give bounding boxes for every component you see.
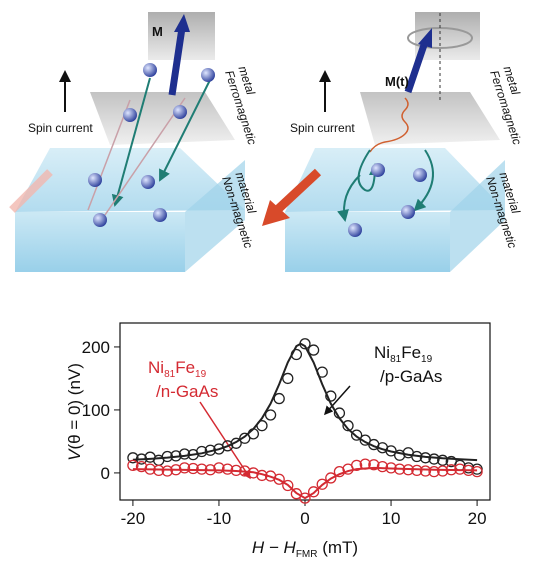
data-point bbox=[127, 459, 139, 472]
data-point bbox=[359, 434, 371, 446]
data-point bbox=[247, 428, 260, 440]
data-point bbox=[213, 462, 225, 474]
data-point bbox=[178, 462, 191, 474]
data-point bbox=[428, 453, 440, 465]
data-point bbox=[127, 452, 139, 464]
annotation: /n-GaAs bbox=[156, 382, 218, 401]
fit-line bbox=[132, 342, 478, 462]
data-point bbox=[221, 463, 234, 475]
data-point bbox=[437, 465, 449, 477]
diagram-right: M(t) Spin current Ferromagneticmetal Non… bbox=[262, 12, 524, 272]
data-point bbox=[437, 454, 449, 466]
x-tick-label: -20 bbox=[121, 509, 146, 528]
data-point bbox=[282, 372, 294, 385]
x-label-part: FMR bbox=[296, 549, 318, 560]
data-point bbox=[178, 448, 191, 460]
data-point bbox=[325, 472, 337, 484]
spin-current-label: Spin current bbox=[28, 121, 93, 135]
data-point bbox=[325, 390, 337, 402]
annotation-arrow bbox=[324, 385, 351, 416]
annotation-arrow bbox=[199, 401, 251, 480]
magnetization-label: M bbox=[152, 24, 163, 39]
data-point bbox=[342, 420, 354, 432]
spin-current-label: Spin current bbox=[290, 121, 355, 135]
annotation: Ni81Fe19 bbox=[374, 343, 433, 365]
annotation-part: Fe bbox=[175, 358, 195, 377]
x-tick-label: 20 bbox=[468, 509, 487, 528]
data-point bbox=[376, 460, 389, 473]
data-point bbox=[230, 437, 242, 449]
data-point bbox=[419, 465, 432, 477]
data-point bbox=[299, 492, 311, 504]
annotation-part: 19 bbox=[421, 354, 433, 365]
y-tick-label: 200 bbox=[82, 338, 110, 357]
fit-line bbox=[132, 466, 478, 500]
data-point bbox=[307, 486, 320, 498]
data-point bbox=[282, 479, 294, 492]
data-point bbox=[471, 466, 483, 478]
x-tick-label: -10 bbox=[207, 509, 232, 528]
annotation-part: 81 bbox=[164, 369, 176, 380]
x-label-part: H − H bbox=[252, 538, 297, 557]
data-point bbox=[316, 478, 328, 490]
x-label-part: (mT) bbox=[318, 538, 359, 557]
annotation-part: 19 bbox=[195, 369, 207, 380]
magnetization-label: M(t) bbox=[385, 74, 409, 89]
data-point bbox=[350, 459, 363, 472]
data-point bbox=[428, 466, 440, 478]
data-point bbox=[307, 344, 320, 356]
data-point bbox=[273, 473, 285, 485]
y-label-part: (θ = 0) (nV) bbox=[65, 363, 84, 449]
data-point bbox=[350, 429, 363, 441]
plot-frame bbox=[119, 322, 491, 501]
annotation-part: Fe bbox=[401, 343, 421, 362]
y-tick-label: 100 bbox=[82, 401, 110, 420]
annotation: Ni81Fe19 bbox=[148, 358, 207, 380]
diagram-left: M Spin current Ferromagneticmetal Non-ma… bbox=[9, 12, 259, 272]
data-point bbox=[239, 432, 251, 444]
data-point bbox=[187, 462, 199, 475]
x-tick-label: 0 bbox=[300, 509, 309, 528]
y-tick-label: 0 bbox=[101, 464, 110, 483]
data-point bbox=[368, 459, 380, 471]
data-point bbox=[161, 465, 173, 477]
annotation-part: Ni bbox=[148, 358, 164, 377]
data-point bbox=[273, 392, 285, 405]
data-point bbox=[264, 409, 277, 421]
annotation: /p-GaAs bbox=[380, 367, 442, 386]
x-axis-label: H − HFMR (mT) bbox=[252, 538, 358, 560]
y-axis-label: V(θ = 0) (nV) bbox=[65, 363, 84, 461]
data-point bbox=[290, 488, 303, 500]
annotation-part: Ni bbox=[374, 343, 390, 362]
annotation-part: 81 bbox=[390, 354, 402, 365]
y-label-part: V bbox=[65, 448, 84, 461]
chart: H − HFMR (mT) V(θ = 0) (nV) Ni81Fe19 /p-… bbox=[65, 322, 491, 560]
x-tick-label: 10 bbox=[382, 509, 401, 528]
